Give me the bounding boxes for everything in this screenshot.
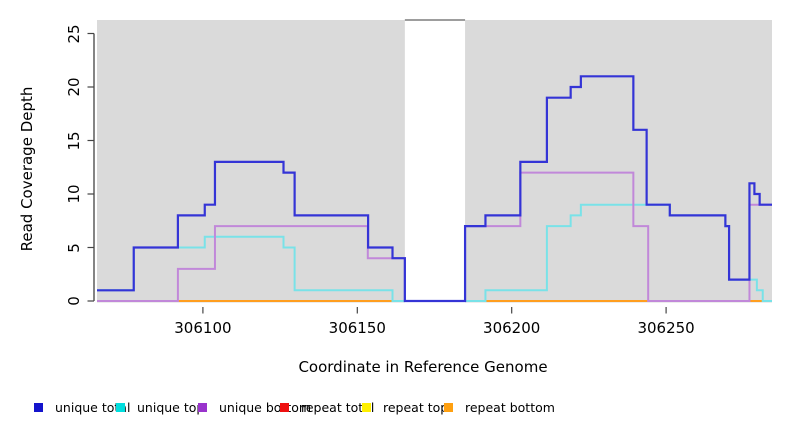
x-tick-label: 306150 [328,319,386,337]
legend-label: repeat top [383,399,449,415]
legend-item-repeat-top: repeat top [362,399,449,415]
x-axis-title: Coordinate in Reference Genome [298,358,548,376]
legend-label: repeat bottom [465,399,555,415]
x-tick-label: 306200 [483,319,541,337]
y-tick-label: 25 [65,23,83,44]
legend-swatch-icon [280,402,289,412]
legend-swatch-icon [34,402,43,412]
legend-swatch-icon [362,402,371,412]
legend-item-repeat-bottom: repeat bottom [444,399,555,415]
legend: unique total unique top unique bottom repea… [0,400,792,418]
y-tick-label: 20 [65,77,83,97]
x-tick-label: 306100 [174,319,232,337]
y-tick-label: 5 [65,242,83,253]
y-axis-title: Read Coverage Depth [18,86,36,252]
legend-item-unique-top: unique top [116,399,205,415]
legend-swatch-icon [116,402,125,412]
legend-label: unique total [55,399,131,415]
covered-region-right [465,20,772,303]
legend-label: unique top [137,399,205,415]
y-tick-label: 10 [65,184,83,204]
legend-swatch-icon [444,402,453,412]
x-tick-label: 306250 [637,319,695,337]
series-unique-total [97,75,772,303]
legend-item-unique-total: unique total [34,399,131,415]
y-tick-label: 0 [65,296,83,306]
legend-item-repeat-total: repeat total [280,399,375,415]
legend-label: repeat total [301,399,375,415]
y-tick-label: 15 [65,130,83,151]
legend-swatch-icon [198,402,207,412]
